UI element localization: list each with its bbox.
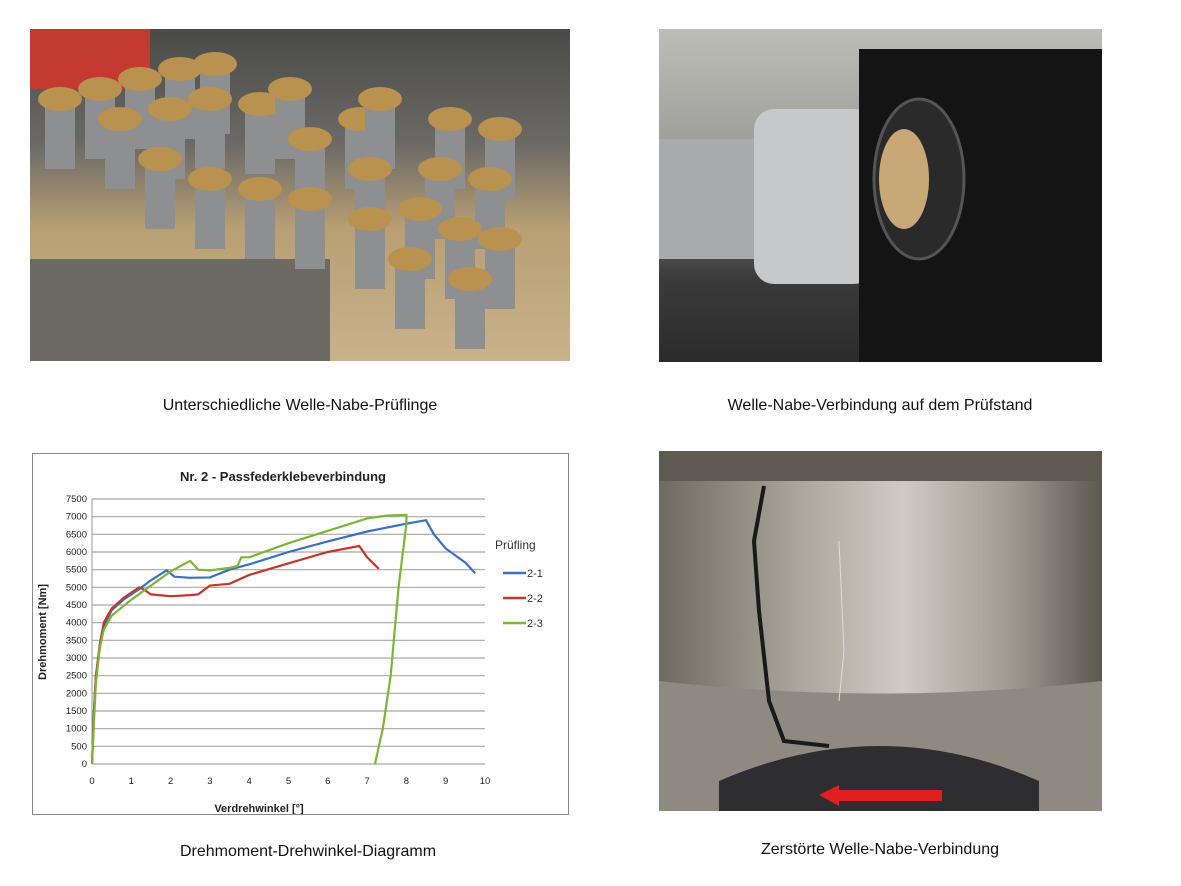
- specimen-flange: [358, 87, 402, 111]
- x-tick-label: 3: [207, 776, 212, 787]
- series-line-2-1: [90, 518, 476, 765]
- x-axis-label: Verdrehwinkel [°]: [214, 803, 304, 815]
- y-tick-label: 6500: [66, 529, 87, 540]
- x-tick-label: 7: [364, 776, 369, 787]
- x-tick-label: 8: [404, 776, 409, 787]
- y-tick-label: 3000: [66, 653, 87, 664]
- legend-label: 2-3: [527, 618, 543, 630]
- x-tick-label: 9: [443, 776, 448, 787]
- caption-specimens: Unterschiedliche Welle-Nabe-Prüflinge: [162, 397, 438, 414]
- y-tick-label: 1500: [66, 706, 87, 717]
- specimen-flange: [428, 107, 472, 131]
- specimen-flange: [138, 147, 182, 171]
- caption-test-bench: Welle-Nabe-Verbindung auf dem Prüfstand: [727, 397, 1033, 414]
- x-tick-label: 6: [325, 776, 330, 787]
- specimen-flange: [478, 227, 522, 251]
- series-line-2-3: [90, 513, 408, 765]
- specimen-flange: [438, 217, 482, 241]
- specimen-flange: [188, 167, 232, 191]
- caption-diagram: Drehmoment-Drehwinkel-Diagramm: [179, 843, 437, 860]
- y-tick-label: 1000: [66, 724, 87, 735]
- specimen-flange: [288, 187, 332, 211]
- specimen-flange: [268, 77, 312, 101]
- specimen-flange: [238, 177, 282, 201]
- x-tick-label: 10: [480, 776, 491, 787]
- specimen-flange: [158, 57, 202, 81]
- specimen-flange: [448, 267, 492, 291]
- specimen-flange: [78, 77, 122, 101]
- x-tick-label: 0: [89, 776, 94, 787]
- y-tick-label: 6000: [66, 547, 87, 558]
- y-tick-label: 7000: [66, 512, 87, 523]
- legend-label: 2-1: [527, 568, 543, 580]
- specimen-flange: [38, 87, 82, 111]
- photo-destroyed-joint: [659, 451, 1102, 811]
- y-tick-label: 0: [82, 759, 87, 770]
- y-tick-label: 4500: [66, 600, 87, 611]
- specimen-flange: [388, 247, 432, 271]
- specimen-flange: [348, 157, 392, 181]
- specimen-flange: [418, 157, 462, 181]
- y-tick-label: 7500: [66, 494, 87, 505]
- specimen-flange: [478, 117, 522, 141]
- specimen-flange: [193, 52, 237, 76]
- specimen-flange: [98, 107, 142, 131]
- y-axis-label: Drehmoment [Nm]: [37, 584, 49, 680]
- caption-destroyed-joint: Zerstörte Welle-Nabe-Verbindung: [760, 841, 1000, 858]
- test-bench-illustration: [659, 49, 1102, 362]
- arrow-icon: [819, 785, 942, 806]
- x-tick-label: 2: [168, 776, 173, 787]
- specimens-illustration: [30, 29, 522, 361]
- legend-title: Prüfling: [495, 538, 536, 552]
- y-tick-label: 2000: [66, 688, 87, 699]
- specimen-flange: [238, 92, 282, 116]
- series-line-2-2: [90, 544, 380, 765]
- y-tick-label: 3500: [66, 635, 87, 646]
- specimen-flange: [288, 127, 332, 151]
- y-tick-label: 5500: [66, 565, 87, 576]
- specimen-flange: [348, 207, 392, 231]
- x-tick-label: 1: [129, 776, 134, 787]
- y-tick-label: 2500: [66, 671, 87, 682]
- specimen-flange: [398, 197, 442, 221]
- y-tick-label: 4000: [66, 618, 87, 629]
- torque-angle-chart: Nr. 2 - Passfederklebeverbindung 0 500 100…: [32, 453, 569, 815]
- specimen-flange: [118, 67, 162, 91]
- y-tick-label: 500: [71, 741, 87, 752]
- chart-title: Nr. 2 - Passfederklebeverbindung: [180, 469, 386, 484]
- x-tick-label: 5: [286, 776, 291, 787]
- photo-specimens: [30, 29, 570, 361]
- chart-svg: Nr. 2 - Passfederklebeverbindung 0500100…: [37, 469, 543, 815]
- specimen-flange: [148, 97, 192, 121]
- legend-label: 2-2: [527, 593, 543, 605]
- destroyed-joint-illustration: [659, 451, 1102, 811]
- y-tick-label: 5000: [66, 582, 87, 593]
- x-tick-label: 4: [247, 776, 252, 787]
- photo-test-bench: [659, 29, 1102, 362]
- specimen-flange: [188, 87, 232, 111]
- specimen-flange: [468, 167, 512, 191]
